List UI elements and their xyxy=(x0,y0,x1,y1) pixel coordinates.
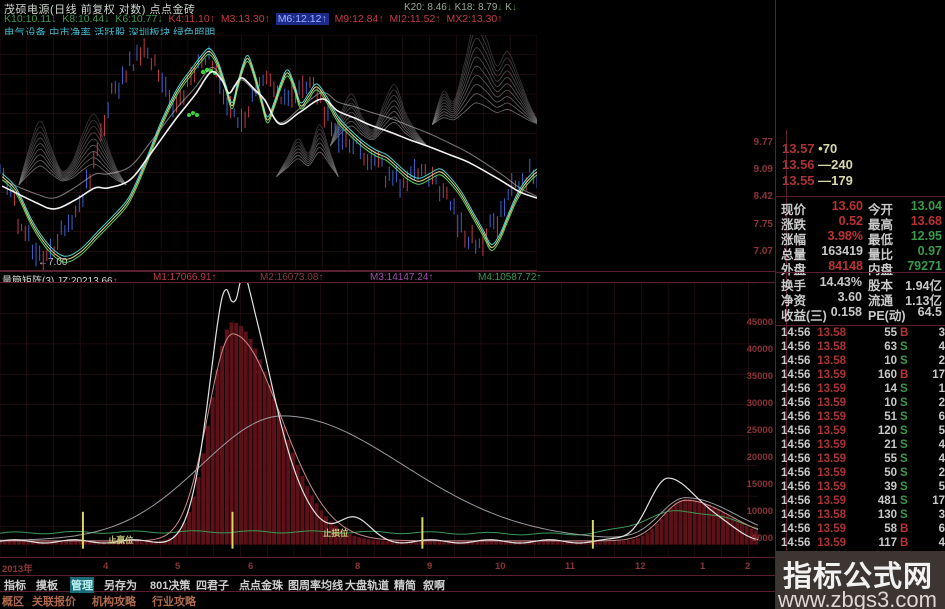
svg-text:止损位: 止损位 xyxy=(323,528,349,538)
svg-text:止赢位: 止赢位 xyxy=(108,535,134,545)
